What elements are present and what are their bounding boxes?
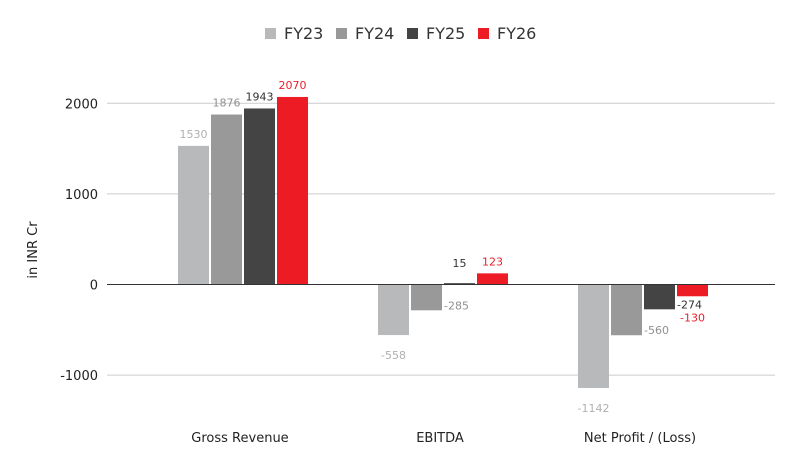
legend-item-fy25[interactable]: FY25 <box>407 24 465 43</box>
bar-fy23-2 <box>578 284 609 388</box>
x-axis-categories: Gross Revenue EBITDA Net Profit / (Loss) <box>191 431 696 446</box>
x-category-label: EBITDA <box>416 431 464 446</box>
data-label: -1142 <box>578 402 610 415</box>
legend-label: FY23 <box>284 24 323 43</box>
data-label: 1530 <box>180 128 208 141</box>
data-label: 1943 <box>246 90 274 103</box>
bar-fy26-1 <box>477 273 508 285</box>
data-label: 1876 <box>213 97 241 110</box>
bar-fy26-0 <box>277 96 308 285</box>
legend-item-fy26[interactable]: FY26 <box>478 24 536 43</box>
data-label: -558 <box>381 349 406 362</box>
data-label: 15 <box>453 257 467 270</box>
legend-label: FY25 <box>426 24 465 43</box>
legend-swatch <box>265 28 276 39</box>
legend-swatch <box>336 28 347 39</box>
data-label: 123 <box>482 255 503 268</box>
y-tick-label: 0 <box>90 279 98 294</box>
y-axis-ticks: -1000 0 1000 2000 <box>60 97 98 384</box>
data-labels: 1530 1876 1943 2070 -558 -285 15 123 -1142 -560 -2… <box>180 79 705 415</box>
data-label: -285 <box>444 299 469 312</box>
y-tick-label: 2000 <box>65 97 98 112</box>
legend-swatch <box>478 28 489 39</box>
bar-fy25-0 <box>244 108 275 285</box>
x-category-label: Net Profit / (Loss) <box>584 431 696 446</box>
y-tick-label: -1000 <box>60 369 98 384</box>
bar-fy25-1 <box>444 283 475 285</box>
bar-fy26-2 <box>677 284 708 297</box>
bar-fy25-2 <box>644 284 675 310</box>
legend-item-fy24[interactable]: FY24 <box>336 24 394 43</box>
data-label: -560 <box>644 324 669 337</box>
bar-fy23-0 <box>178 145 209 285</box>
y-axis-title: in INR Cr <box>26 221 41 279</box>
bar-fy23-1 <box>378 284 409 336</box>
legend: FY23 FY24 FY25 FY26 <box>265 24 536 43</box>
data-label: -274 <box>677 298 702 311</box>
data-label: 2070 <box>279 79 307 92</box>
legend-label: FY24 <box>355 24 394 43</box>
legend-item-fy23[interactable]: FY23 <box>265 24 323 43</box>
x-category-label: Gross Revenue <box>191 431 288 446</box>
bar-fy24-0 <box>211 114 242 285</box>
legend-label: FY26 <box>497 24 536 43</box>
bar-fy24-2 <box>611 284 642 336</box>
bar-fy24-1 <box>411 284 442 311</box>
y-tick-label: 1000 <box>65 188 98 203</box>
bars <box>178 96 708 388</box>
data-label: -130 <box>680 311 705 324</box>
legend-swatch <box>407 28 418 39</box>
